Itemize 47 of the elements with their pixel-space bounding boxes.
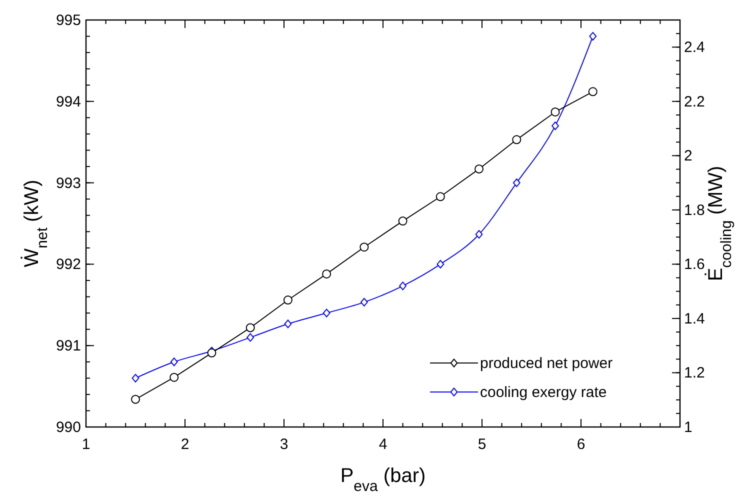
point [399,282,406,290]
y-tick-label: 993 [56,174,81,192]
point [436,192,445,202]
point [170,372,179,382]
x-axis-title: P$_{eva}$ (bar) [340,465,426,494]
point [474,164,484,174]
point [550,107,560,116]
point [475,230,483,239]
point [588,87,598,96]
point [246,333,254,342]
y2-tick-label: 1.4 [684,310,705,328]
legend-label: cooling exergy rate [480,384,607,401]
x-tick-label: 1 [82,436,90,453]
point [170,358,178,366]
y2-tick-label: 1.6 [684,256,705,274]
y2-tick-label: 2.4 [684,39,705,56]
point [398,216,408,226]
point [436,260,444,268]
point [322,308,330,318]
point [132,374,140,382]
point [322,269,332,278]
y2-tick-label: 1.2 [684,364,705,382]
point [283,296,292,305]
x-tick-label: 4 [378,436,388,453]
point [512,135,522,144]
x-tick-label: 3 [280,436,288,453]
point [360,242,369,252]
y2-tick-label: 2 [684,148,692,165]
point [589,32,597,41]
y-tick-label: 995 [56,12,81,29]
x-tick-label: 2 [180,436,190,453]
y-tick-label: 991 [56,338,81,355]
point [284,320,292,328]
y-tick-label: 994 [56,93,81,110]
point [552,122,559,130]
legend-label: produced net power [480,355,613,372]
y2-tick-label: 1 [684,419,692,436]
y-tick-label: 992 [56,256,81,274]
y2-tick-label: 2.2 [684,93,705,110]
point [512,178,520,188]
x-tick-label: 5 [478,436,486,453]
y-tick-label: 990 [56,419,81,436]
point [246,323,255,332]
y2-tick-label: 1.8 [684,202,705,219]
x-tick-label: 6 [576,436,586,453]
point [131,394,140,404]
point [360,298,368,306]
